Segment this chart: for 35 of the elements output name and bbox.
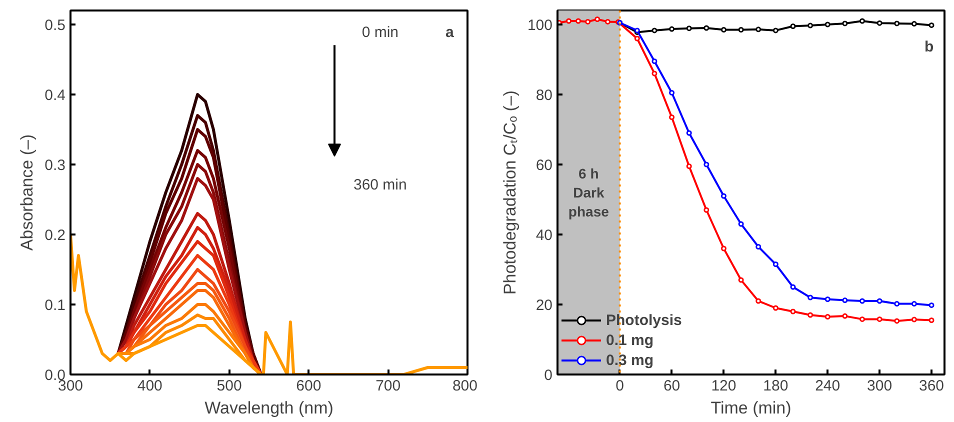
x-axis-title: Wavelength (nm) [204,398,334,418]
y-axis-title: Photodegradation Cₜ/Cₒ (–) [500,90,520,295]
y-tick-label: 0.1 [44,297,66,314]
x-tick-label: 180 [763,378,788,394]
band-label: 6 h Dark phase [568,165,610,220]
x-tick-label: 700 [376,378,401,394]
y-tick-label: 20 [536,297,553,314]
legend-label: 0.3 mg [606,352,654,368]
x-tick-label: 240 [815,378,840,394]
y-axis-title: Absorbance (–) [18,134,37,251]
x-tick-label: 60 [663,378,680,394]
y-tick-label: 0.3 [44,157,66,174]
legend-label: Photolysis [606,312,682,328]
y-tick-label: 80 [536,87,553,104]
annotation: b [924,38,934,56]
x-tick-label: 800 [452,378,478,394]
annotation: 0 min [362,24,399,41]
legend-label: 0.1 mg [606,332,654,348]
y-tick-label: 40 [536,227,553,244]
x-tick-label: 400 [137,378,162,394]
x-tick-label: 600 [296,378,322,394]
y-tick-label: 0.5 [44,17,66,34]
y-tick-label: 100 [527,17,553,34]
x-tick-label: 500 [216,378,242,394]
x-tick-label: 300 [867,378,892,394]
y-tick-label: 0.4 [44,87,66,104]
y-tick-label: 60 [536,157,553,174]
x-tick-label: 360 [919,378,944,394]
x-axis-title: Time (min) [710,398,792,418]
annotation: a [445,24,454,41]
y-tick-label: 0 [544,367,552,384]
x-tick-label: 120 [711,378,736,394]
x-tick-label: 0 [616,378,624,394]
annotation: 360 min [353,176,407,194]
y-tick-label: 0.2 [44,227,66,244]
